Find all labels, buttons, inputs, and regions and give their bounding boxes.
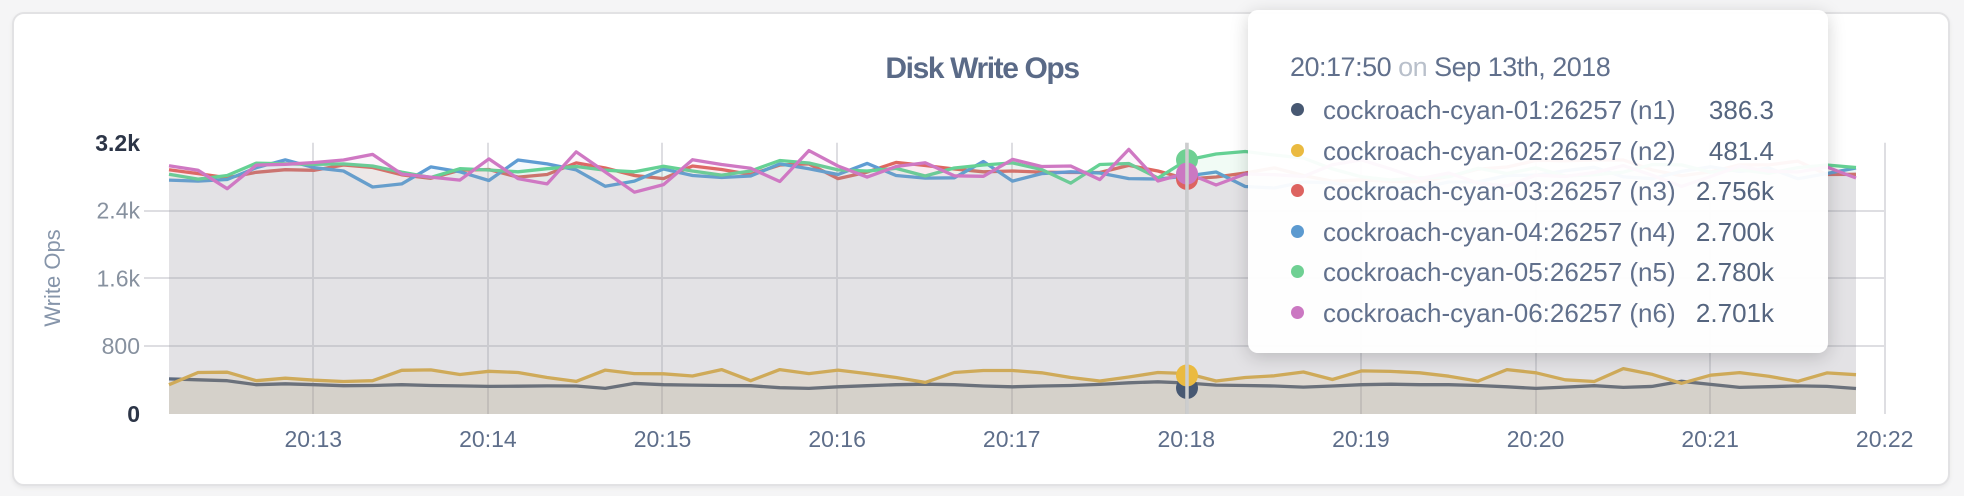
svg-text:Write Ops: Write Ops	[40, 229, 65, 326]
svg-text:20:20: 20:20	[1507, 426, 1565, 452]
svg-text:Disk Write Ops: Disk Write Ops	[885, 52, 1079, 85]
svg-text:20:13: 20:13	[285, 426, 343, 452]
svg-text:20:15: 20:15	[634, 426, 692, 452]
svg-text:20:22: 20:22	[1856, 426, 1914, 452]
svg-text:20:16: 20:16	[808, 426, 866, 452]
svg-text:0: 0	[127, 401, 140, 427]
svg-text:20:21: 20:21	[1681, 426, 1739, 452]
svg-text:1.6k: 1.6k	[97, 265, 141, 291]
svg-text:3.2k: 3.2k	[95, 130, 140, 156]
svg-text:800: 800	[102, 333, 140, 359]
svg-text:20:17: 20:17	[983, 426, 1041, 452]
svg-text:20:14: 20:14	[459, 426, 517, 452]
svg-text:20:18: 20:18	[1158, 426, 1216, 452]
svg-text:20:19: 20:19	[1332, 426, 1390, 452]
svg-text:2.4k: 2.4k	[97, 198, 141, 224]
